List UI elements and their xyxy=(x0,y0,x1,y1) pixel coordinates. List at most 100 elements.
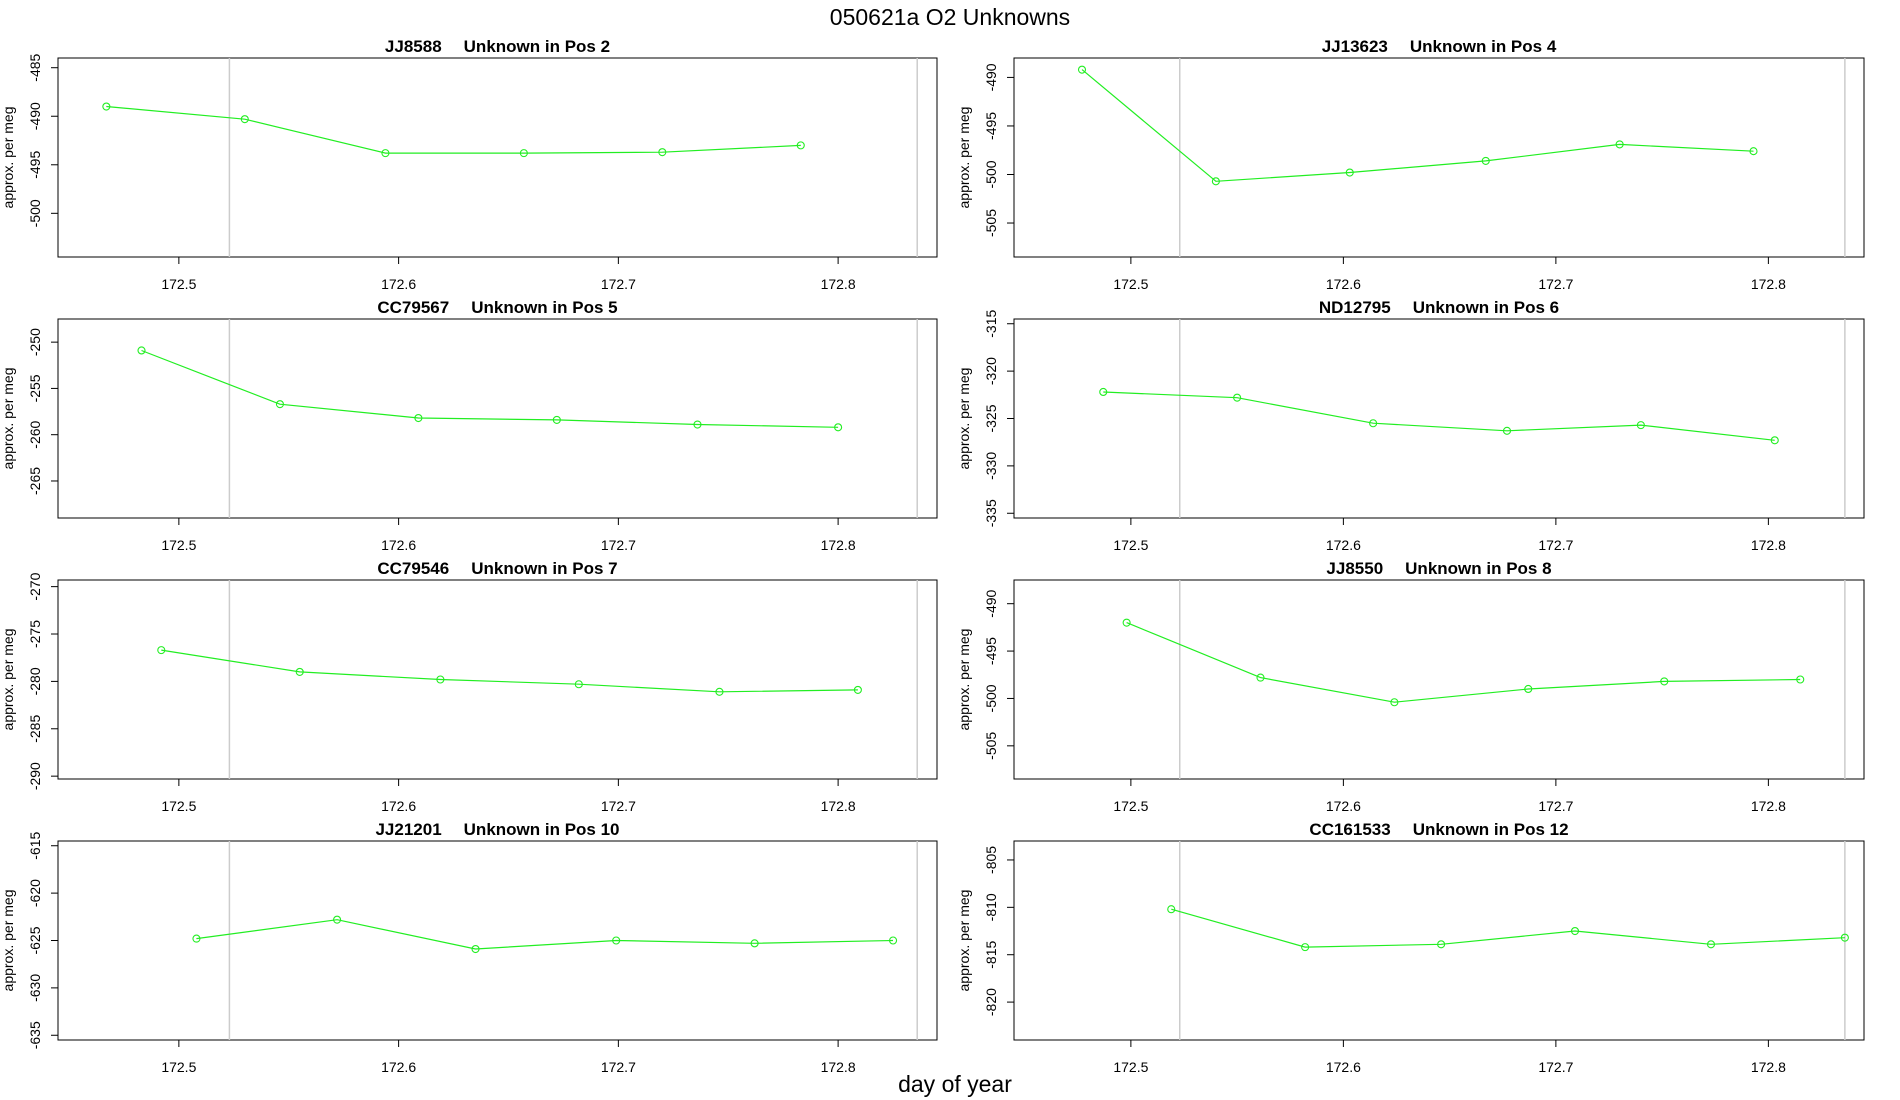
panel-title-id: CC161533 xyxy=(1309,820,1390,839)
y-tick-label: -500 xyxy=(27,199,43,227)
y-tick-label: -630 xyxy=(27,974,43,1002)
panel-title-desc: Unknown in Pos 2 xyxy=(464,37,610,56)
panel-title-id: JJ8588 xyxy=(385,37,442,56)
panel-title-desc: Unknown in Pos 12 xyxy=(1413,820,1569,839)
data-point xyxy=(102,102,111,111)
y-tick-label: -490 xyxy=(983,63,999,91)
panel-JJ8588: JJ8588 Unknown in Pos 2 172.5 172.6 172.7 172… xyxy=(0,37,938,292)
x-tick-label: 172.5 xyxy=(161,1059,196,1075)
y-axis-label: approx. per meg xyxy=(0,368,16,470)
data-point xyxy=(853,685,862,694)
data-point xyxy=(1122,618,1131,627)
data-point xyxy=(471,944,480,954)
x-tick-label: 172.6 xyxy=(1326,1059,1361,1075)
data-point xyxy=(333,915,342,924)
data-point xyxy=(1502,426,1512,435)
x-tick-label: 172.6 xyxy=(1326,276,1361,292)
x-tick-label: 172.6 xyxy=(381,276,416,292)
data-point xyxy=(192,934,201,943)
x-tick-label: 172.8 xyxy=(821,537,856,553)
data-point xyxy=(414,413,423,423)
data-point xyxy=(1840,933,1849,942)
data-point xyxy=(1481,156,1490,165)
data-point xyxy=(1660,677,1669,686)
data-point xyxy=(1524,684,1533,694)
panel-title: JJ21201 Unknown in Pos 10 xyxy=(375,820,619,839)
data-point xyxy=(1099,387,1108,397)
panel-CC161533: CC161533 Unknown in Pos 12 172.5 172.6 172.7… xyxy=(956,820,1865,1075)
x-tick-label: 172.8 xyxy=(821,276,856,292)
x-tick-label: 172.8 xyxy=(1751,1059,1786,1075)
y-tick-label: -815 xyxy=(983,940,999,968)
data-point xyxy=(1770,436,1779,445)
data-point xyxy=(1211,177,1220,186)
x-tick-label: 172.7 xyxy=(1538,276,1573,292)
data-point xyxy=(1615,140,1624,149)
y-tick-label: -500 xyxy=(983,160,999,188)
data-point xyxy=(436,675,445,684)
panel-title: CC161533 Unknown in Pos 12 xyxy=(1309,820,1568,839)
x-tick-label: 172.6 xyxy=(381,1059,416,1075)
y-axis-label: approx. per meg xyxy=(956,107,972,209)
data-point xyxy=(1077,65,1087,74)
y-tick-label: -270 xyxy=(27,572,43,600)
data-point xyxy=(1796,675,1805,684)
panels-container: JJ8588 Unknown in Pos 2 172.5 172.6 172.7 172… xyxy=(0,37,1865,1075)
panel-title-desc: Unknown in Pos 7 xyxy=(471,559,617,578)
y-tick-label: -325 xyxy=(983,404,999,432)
panel-title: CC79567 Unknown in Pos 5 xyxy=(377,298,617,317)
plot-frame xyxy=(1013,840,1865,1041)
panel-CC79546: CC79546 Unknown in Pos 7 172.5 172.6 172.7 17… xyxy=(0,559,938,814)
x-tick-label: 172.5 xyxy=(1113,798,1148,814)
data-point xyxy=(715,687,724,696)
figure-title: 050621a O2 Unknowns xyxy=(830,4,1070,30)
y-axis-label: approx. per meg xyxy=(0,629,16,731)
series-line xyxy=(1103,391,1775,441)
y-tick-label: -505 xyxy=(983,732,999,760)
x-tick-label: 172.7 xyxy=(1538,537,1573,553)
data-point xyxy=(552,415,561,424)
data-point xyxy=(1256,673,1265,682)
panel-CC79567: CC79567 Unknown in Pos 5 172.5 172.6 172.7 17… xyxy=(0,298,938,553)
y-tick-label: -330 xyxy=(983,452,999,480)
x-tick-label: 172.8 xyxy=(821,1059,856,1075)
data-point xyxy=(834,423,843,432)
y-tick-label: -290 xyxy=(27,762,43,790)
series-line xyxy=(1171,908,1845,948)
x-tick-label: 172.7 xyxy=(1538,1059,1573,1075)
data-point xyxy=(1345,168,1354,177)
panel-title-desc: Unknown in Pos 4 xyxy=(1410,37,1557,56)
x-tick-label: 172.7 xyxy=(601,537,636,553)
panel-title: JJ8588 Unknown in Pos 2 xyxy=(385,37,610,56)
data-point xyxy=(574,680,583,689)
y-axis-label: approx. per meg xyxy=(956,629,972,731)
y-axis-label: approx. per meg xyxy=(0,107,16,209)
series-line xyxy=(1126,622,1801,703)
panel-title-id: JJ21201 xyxy=(375,820,441,839)
x-tick-label: 172.8 xyxy=(1751,537,1786,553)
data-point xyxy=(1390,698,1399,707)
x-tick-label: 172.5 xyxy=(161,798,196,814)
y-tick-label: -615 xyxy=(27,832,43,860)
y-tick-label: -280 xyxy=(27,667,43,695)
panel-JJ8550: JJ8550 Unknown in Pos 8 172.5 172.6 172.7 172… xyxy=(956,559,1865,814)
data-point xyxy=(1233,393,1242,402)
data-point xyxy=(1706,940,1716,949)
panel-ND12795: ND12795 Unknown in Pos 6 172.5 172.6 172.7 17… xyxy=(956,298,1865,553)
x-tick-label: 172.6 xyxy=(381,798,416,814)
data-point xyxy=(275,400,284,409)
x-tick-label: 172.6 xyxy=(1326,798,1361,814)
series-line xyxy=(161,649,858,693)
x-tick-label: 172.7 xyxy=(601,798,636,814)
data-point xyxy=(693,420,702,429)
y-axis-label: approx. per meg xyxy=(0,890,16,992)
x-tick-label: 172.7 xyxy=(1538,798,1573,814)
x-tick-label: 172.6 xyxy=(381,537,416,553)
y-tick-label: -635 xyxy=(27,1021,43,1049)
y-tick-label: -285 xyxy=(27,715,43,743)
panel-title-id: JJ13623 xyxy=(1322,37,1388,56)
series-line xyxy=(106,105,801,154)
data-point xyxy=(1570,926,1580,936)
data-point xyxy=(1437,940,1446,949)
plot-frame xyxy=(57,318,938,519)
